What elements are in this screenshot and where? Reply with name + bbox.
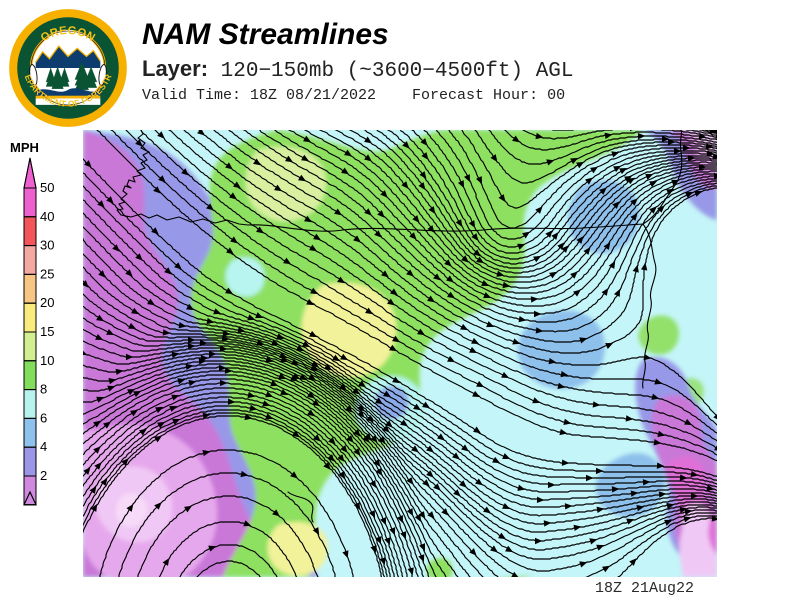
svg-text:25: 25 [40, 266, 54, 281]
svg-text:50: 50 [40, 180, 54, 195]
svg-text:8: 8 [40, 382, 47, 397]
svg-text:2: 2 [40, 468, 47, 483]
svg-text:20: 20 [40, 295, 54, 310]
svg-text:10: 10 [40, 353, 54, 368]
svg-text:MPH: MPH [10, 140, 39, 155]
svg-text:15: 15 [40, 324, 54, 339]
svg-text:30: 30 [40, 238, 54, 253]
svg-text:40: 40 [40, 209, 54, 224]
svg-text:4: 4 [40, 439, 47, 454]
svg-text:6: 6 [40, 410, 47, 425]
